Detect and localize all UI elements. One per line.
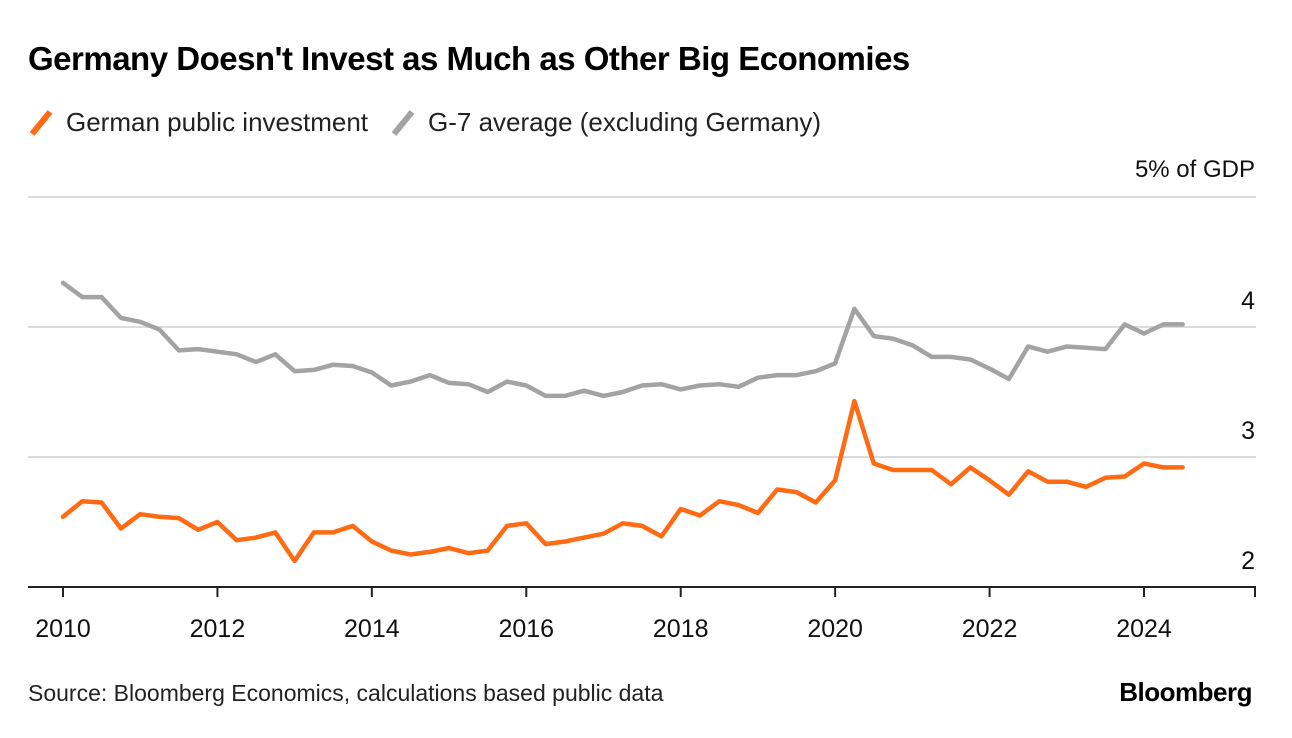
legend-label-g7: G-7 average (excluding Germany) [428,106,822,137]
x-axis: 2010 2012 2014 2016 2018 2020 2022 2024 [28,586,1256,643]
x-tick-label: 2010 [35,615,91,643]
legend-swatch-g7-icon [390,106,418,138]
x-tick-label: 2018 [653,615,709,643]
y-tick-label: 2 [1241,547,1255,575]
y-tick-labels: 2 3 4 5% of GDP [1135,156,1255,575]
chart-title: Germany Doesn't Invest as Much as Other … [28,40,910,77]
x-tick-label: 2016 [498,615,554,643]
x-tick-label: 2020 [807,615,863,643]
series-lines [60,280,1185,564]
x-tick-label: 2012 [190,615,246,643]
y-tick-label: 3 [1241,417,1255,445]
x-tick-label: 2024 [1116,615,1172,643]
source-note: Source: Bloomberg Economics, calculation… [28,680,664,706]
series-line-g7 [60,280,1185,399]
series-line-german [60,398,1185,564]
bloomberg-logo: Bloomberg [1119,677,1252,707]
y-tick-label: 4 [1241,287,1255,315]
legend-label-german: German public investment [66,106,369,137]
y-tick-label: 5% of GDP [1135,156,1255,183]
legend-item-german: German public investment [28,106,368,138]
legend: German public investment G-7 average (ex… [28,104,843,140]
legend-item-g7: G-7 average (excluding Germany) [390,106,821,138]
legend-swatch-german-icon [28,106,56,138]
x-tick-label: 2014 [344,615,400,643]
line-chart: 2 3 4 5% of GDP 2010 2012 2014 2016 2018 2020 202… [28,156,1256,643]
gridlines [28,196,1256,458]
x-tick-label: 2022 [962,615,1018,643]
